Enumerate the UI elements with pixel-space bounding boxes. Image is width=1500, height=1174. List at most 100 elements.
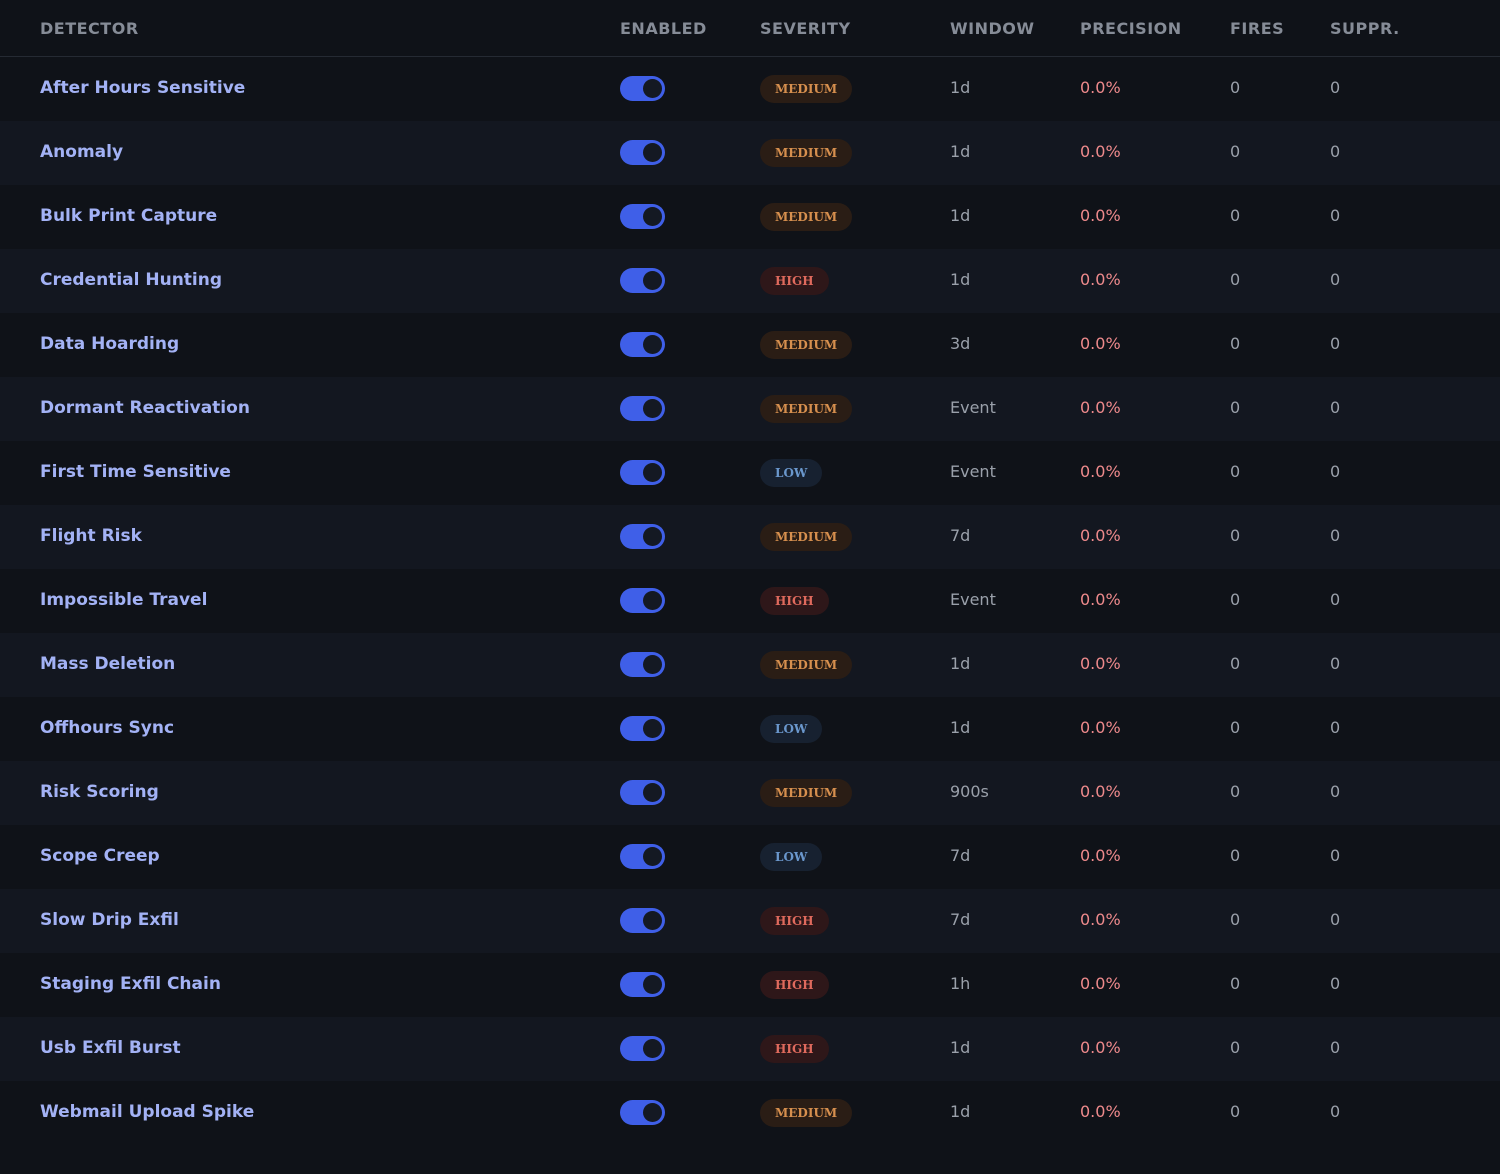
severity-badge: MEDIUM [760,75,853,103]
enabled-toggle[interactable] [620,716,665,741]
enabled-toggle[interactable] [620,844,665,869]
toggle-knob [643,719,662,738]
precision: 0.0% [1080,846,1121,865]
column-header: SUPPR. [1330,19,1400,38]
enabled-toggle[interactable] [620,332,665,357]
precision: 0.0% [1080,718,1121,737]
enabled-toggle[interactable] [620,652,665,677]
severity-badge: LOW [760,459,823,487]
precision: 0.0% [1080,910,1121,929]
window: 900s [950,782,989,801]
severity-badge: LOW [760,843,823,871]
enabled-toggle[interactable] [620,972,665,997]
precision: 0.0% [1080,782,1121,801]
precision: 0.0% [1080,526,1121,545]
toggle-knob [643,655,662,674]
column-header: FIRES [1230,19,1285,38]
suppressed: 0 [1330,270,1341,289]
window: 1d [950,270,971,289]
detector-name: Data Hoarding [40,334,180,354]
column-header: PRECISION [1080,19,1182,38]
suppressed: 0 [1330,334,1341,353]
enabled-toggle[interactable] [620,588,665,613]
suppressed: 0 [1330,142,1341,161]
precision: 0.0% [1080,270,1121,289]
precision: 0.0% [1080,462,1121,481]
suppressed: 0 [1330,78,1341,97]
enabled-toggle[interactable] [620,140,665,165]
suppressed: 0 [1330,398,1341,417]
fires: 0 [1230,846,1241,865]
precision: 0.0% [1080,334,1121,353]
table-row: After Hours Sensitive MEDIUM 1d 0.0% 0 0 [0,57,1500,121]
detector-name: Scope Creep [40,846,160,866]
window: 1d [950,206,971,225]
table-header: DETECTOR ENABLED SEVERITY WINDOW PRECISION FI… [0,0,1500,57]
suppressed: 0 [1330,462,1341,481]
detector-name: Credential Hunting [40,270,223,290]
table-row: Usb Exfil Burst HIGH 1d 0.0% 0 0 [0,1017,1500,1081]
table-row: Risk Scoring MEDIUM 900s 0.0% 0 0 [0,761,1500,825]
suppressed: 0 [1330,718,1341,737]
table-row: Impossible Travel HIGH Event 0.0% 0 0 [0,569,1500,633]
severity-badge: HIGH [760,907,829,935]
enabled-toggle[interactable] [620,204,665,229]
column-header: ENABLED [620,19,707,38]
suppressed: 0 [1330,590,1341,609]
toggle-knob [643,463,662,482]
table-row: Webmail Upload Spike MEDIUM 1d 0.0% 0 0 [0,1081,1500,1145]
column-header: DETECTOR [40,19,139,38]
enabled-toggle[interactable] [620,1100,665,1125]
suppressed: 0 [1330,782,1341,801]
enabled-toggle[interactable] [620,908,665,933]
enabled-toggle[interactable] [620,780,665,805]
fires: 0 [1230,782,1241,801]
window: 1d [950,1038,971,1057]
window: 3d [950,334,971,353]
severity-badge: LOW [760,715,823,743]
fires: 0 [1230,78,1241,97]
suppressed: 0 [1330,206,1341,225]
detector-name: Webmail Upload Spike [40,1102,255,1122]
detector-name: Usb Exfil Burst [40,1038,181,1058]
enabled-toggle[interactable] [620,524,665,549]
fires: 0 [1230,398,1241,417]
fires: 0 [1230,462,1241,481]
toggle-knob [643,143,662,162]
table-row: Bulk Print Capture MEDIUM 1d 0.0% 0 0 [0,185,1500,249]
precision: 0.0% [1080,1102,1121,1121]
fires: 0 [1230,974,1241,993]
enabled-toggle[interactable] [620,268,665,293]
enabled-toggle[interactable] [620,1036,665,1061]
toggle-knob [643,783,662,802]
table-row: Slow Drip Exfil HIGH 7d 0.0% 0 0 [0,889,1500,953]
severity-badge: HIGH [760,971,829,999]
fires: 0 [1230,718,1241,737]
severity-badge: MEDIUM [760,651,853,679]
precision: 0.0% [1080,654,1121,673]
window: 7d [950,526,971,545]
suppressed: 0 [1330,654,1341,673]
table-row: Mass Deletion MEDIUM 1d 0.0% 0 0 [0,633,1500,697]
enabled-toggle[interactable] [620,76,665,101]
precision: 0.0% [1080,398,1121,417]
precision: 0.0% [1080,206,1121,225]
detector-name: Impossible Travel [40,590,208,610]
window: 7d [950,910,971,929]
detector-name: Flight Risk [40,526,142,546]
window: 1d [950,718,971,737]
table-body: After Hours Sensitive MEDIUM 1d 0.0% 0 0 Anoma… [0,57,1500,1145]
severity-badge: HIGH [760,267,829,295]
precision: 0.0% [1080,974,1121,993]
severity-badge: HIGH [760,587,829,615]
toggle-knob [643,527,662,546]
precision: 0.0% [1080,590,1121,609]
enabled-toggle[interactable] [620,396,665,421]
window: Event [950,590,996,609]
enabled-toggle[interactable] [620,460,665,485]
fires: 0 [1230,654,1241,673]
window: 1d [950,1102,971,1121]
detector-name: Slow Drip Exfil [40,910,179,930]
fires: 0 [1230,526,1241,545]
toggle-knob [643,911,662,930]
